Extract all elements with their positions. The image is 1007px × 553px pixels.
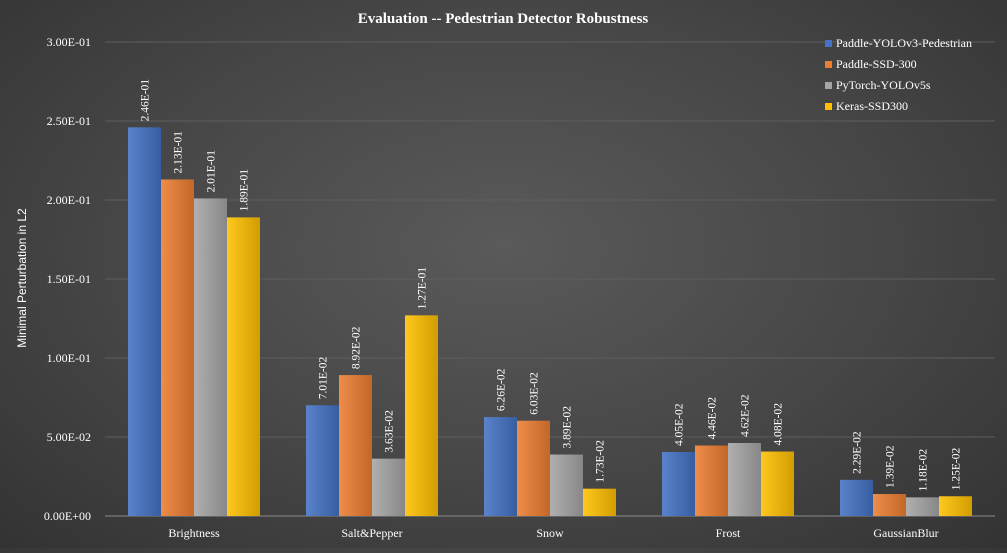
- data-label: 6.26E-02: [496, 368, 508, 411]
- data-label: 2.01E-01: [206, 150, 218, 193]
- legend-swatch: [825, 103, 832, 110]
- y-tick-label: 0.00E+00: [44, 509, 91, 523]
- x-category-label: Salt&Pepper: [341, 526, 402, 540]
- data-label: 4.08E-02: [773, 403, 785, 446]
- bar-paddle-yolov3-pedestrian-brightness: [128, 127, 161, 516]
- legend-swatch: [825, 40, 832, 47]
- chart-title: Evaluation -- Pedestrian Detector Robust…: [358, 11, 649, 27]
- bar-pytorch-yolov5s-salt-pepper: [372, 458, 405, 516]
- bar-paddle-yolov3-pedestrian-frost: [662, 452, 695, 516]
- bar-paddle-yolov3-pedestrian-gaussianblur: [840, 479, 873, 516]
- legend-swatch: [825, 82, 832, 89]
- y-tick-label: 1.00E-01: [47, 351, 91, 365]
- data-label: 2.46E-01: [140, 79, 152, 122]
- data-label: 2.13E-01: [173, 131, 185, 174]
- x-category-label: Frost: [716, 526, 741, 540]
- data-label: 4.62E-02: [740, 394, 752, 437]
- data-label: 2.29E-02: [852, 431, 864, 474]
- bar-keras-ssd300-frost: [761, 451, 794, 516]
- bar-keras-ssd300-gaussianblur: [939, 496, 972, 516]
- bar-paddle-ssd-300-snow: [517, 420, 550, 516]
- data-label: 3.89E-02: [562, 406, 574, 449]
- data-label: 1.73E-02: [595, 440, 607, 483]
- bar-keras-ssd300-brightness: [227, 217, 260, 516]
- x-axis-categories: Brightness Salt&Pepper Snow Frost GaussianBl…: [168, 526, 938, 540]
- bar-pytorch-yolov5s-brightness: [194, 198, 227, 517]
- data-labels: 2.46E-01 2.13E-01 2.01E-01 1.89E-01 7.01E-02…: [140, 79, 963, 492]
- bar-paddle-ssd-300-salt-pepper: [339, 375, 372, 516]
- y-tick-label: 2.50E-01: [47, 114, 91, 128]
- bar-paddle-ssd-300-brightness: [161, 179, 194, 516]
- data-label: 7.01E-02: [318, 357, 330, 400]
- legend-entry: Paddle-SSD-300: [836, 57, 917, 71]
- data-label: 1.39E-02: [885, 445, 897, 488]
- legend-entry: Keras-SSD300: [836, 99, 908, 113]
- legend-entry: PyTorch-YOLOv5s: [836, 78, 931, 92]
- bar-paddle-yolov3-pedestrian-snow: [484, 417, 517, 516]
- data-label: 3.63E-02: [384, 410, 396, 453]
- data-label: 8.92E-02: [351, 326, 363, 369]
- y-axis-ticks: 0.00E+00 5.00E-02 1.00E-01 1.50E-01 2.00E-01…: [44, 35, 91, 523]
- bar-paddle-ssd-300-gaussianblur: [873, 494, 906, 516]
- data-label: 1.89E-01: [239, 169, 251, 212]
- data-label: 6.03E-02: [529, 372, 541, 415]
- data-label: 1.25E-02: [951, 448, 963, 491]
- bar-paddle-yolov3-pedestrian-salt-pepper: [306, 405, 339, 516]
- y-tick-label: 1.50E-01: [47, 272, 91, 286]
- legend-entry: Paddle-YOLOv3-Pedestrian: [836, 36, 972, 50]
- bars: [128, 127, 972, 517]
- bar-paddle-ssd-300-frost: [695, 445, 728, 516]
- data-label: 1.18E-02: [918, 449, 930, 492]
- x-category-label: Snow: [536, 526, 564, 540]
- legend: Paddle-YOLOv3-Pedestrian Paddle-SSD-300 Py…: [825, 36, 972, 113]
- data-label: 1.27E-01: [417, 267, 429, 310]
- bar-keras-ssd300-salt-pepper: [405, 315, 438, 516]
- data-label: 4.05E-02: [674, 403, 686, 446]
- bar-keras-ssd300-snow: [583, 488, 616, 516]
- y-tick-label: 3.00E-01: [47, 35, 91, 49]
- data-label: 4.46E-02: [707, 397, 719, 440]
- x-category-label: GaussianBlur: [873, 526, 938, 540]
- y-tick-label: 5.00E-02: [47, 430, 91, 444]
- bar-pytorch-yolov5s-frost: [728, 443, 761, 516]
- legend-swatch: [825, 61, 832, 68]
- y-tick-label: 2.00E-01: [47, 193, 91, 207]
- bar-pytorch-yolov5s-snow: [550, 454, 583, 516]
- x-category-label: Brightness: [168, 526, 220, 540]
- bar-pytorch-yolov5s-gaussianblur: [906, 497, 939, 516]
- y-axis-label: Minimal Perturbation in L2: [15, 208, 29, 348]
